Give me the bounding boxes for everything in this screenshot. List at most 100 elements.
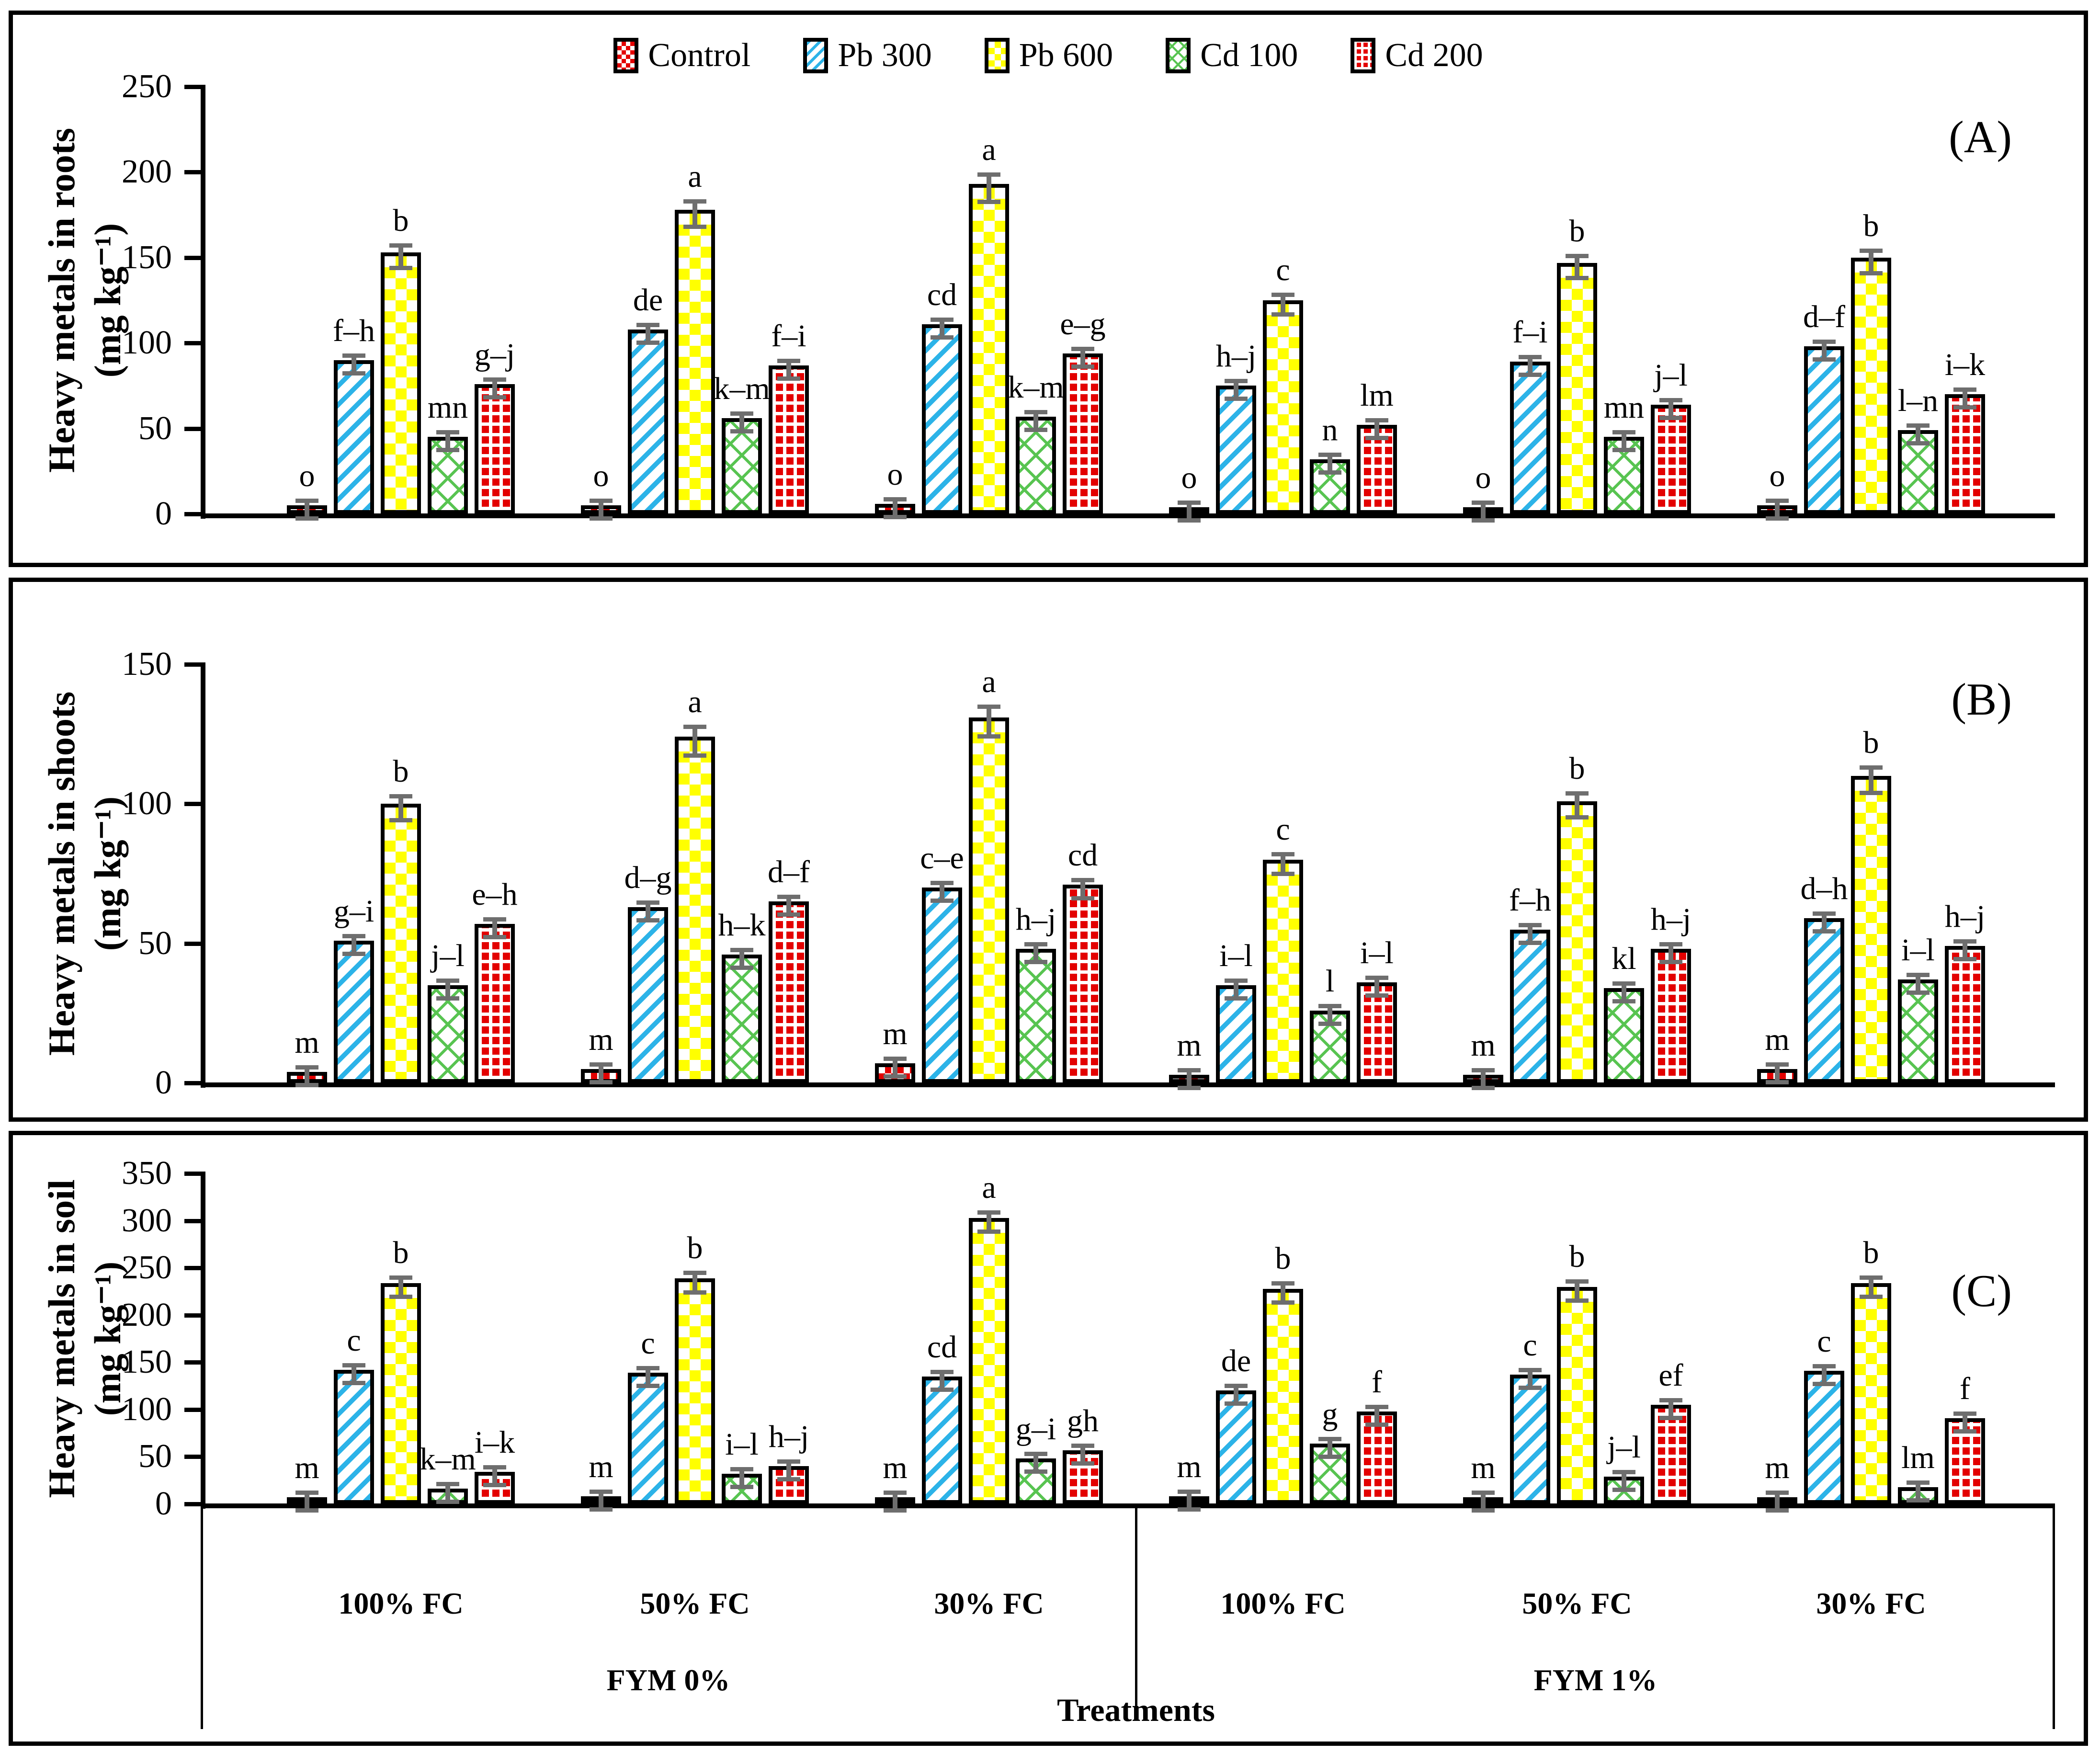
- significance-letter: a: [688, 159, 702, 194]
- legend-item-control: Control: [613, 36, 750, 75]
- panel-shoots: (B) Heavy metals in shoots (mg kg⁻¹) 0 50…: [9, 578, 2088, 1122]
- error-bar: [342, 1363, 365, 1386]
- significance-letter: a: [688, 684, 702, 720]
- significance-letter: kl: [1612, 941, 1636, 976]
- pb300-swatch-icon: [803, 38, 829, 73]
- bar-cd-100: [722, 418, 762, 514]
- bar-pb-300: [1804, 1371, 1844, 1504]
- error-bar: [884, 497, 907, 519]
- y-axis-tick-label: 0: [155, 1064, 172, 1101]
- significance-letter: h–j: [1015, 902, 1056, 937]
- error-bar: [1024, 942, 1047, 965]
- error-bar: [1953, 1411, 1976, 1434]
- significance-letter: o: [1475, 460, 1491, 495]
- panel-letter-a: (A): [1949, 112, 2012, 162]
- error-bar: [1178, 1068, 1201, 1090]
- y-axis-tick: [184, 255, 201, 260]
- error-bar: [1178, 501, 1201, 523]
- bar-pb-600: [1557, 1286, 1597, 1504]
- y-axis-tick: [184, 941, 201, 946]
- significance-letter: m: [1177, 1027, 1202, 1063]
- plot-soil: 0 50 100 150 200 250 300 350 m c b k–m i–k m c b i–l h–j m…: [13, 1135, 2084, 1742]
- fc-group-label: 30% FC: [934, 1586, 1044, 1620]
- control-swatch-icon: [613, 38, 639, 73]
- significance-letter: f–i: [771, 318, 806, 353]
- cd100-swatch-icon: [1166, 38, 1191, 73]
- error-bar: [295, 499, 318, 521]
- panel-roots: Control Pb 300 Pb 600 Cd 100 Cd 200 (A) Heav…: [9, 11, 2088, 567]
- legend-item-cd-200: Cd 200: [1351, 36, 1483, 75]
- y-axis-tick: [184, 1407, 201, 1412]
- error-bar: [1813, 340, 1836, 362]
- bar-pb-600: [1263, 1288, 1303, 1504]
- error-bar: [1860, 1275, 1883, 1299]
- error-bar: [1071, 346, 1094, 369]
- error-bar: [777, 358, 800, 381]
- error-bar: [436, 430, 459, 453]
- significance-letter: b: [1569, 751, 1585, 786]
- error-bar: [1225, 1384, 1248, 1406]
- error-bar: [1907, 423, 1930, 446]
- y-axis-tick-label: 0: [155, 495, 172, 532]
- error-bar: [1271, 293, 1294, 317]
- significance-letter: a: [982, 1170, 996, 1205]
- error-bar: [683, 199, 706, 229]
- error-bar: [777, 1459, 800, 1482]
- error-bar: [436, 979, 459, 1001]
- error-bar: [436, 1482, 459, 1504]
- bar-cd-200: [1651, 404, 1691, 514]
- error-bar: [295, 1065, 318, 1087]
- bar-pb-600: [1263, 300, 1303, 514]
- error-bar: [1907, 1480, 1930, 1503]
- error-bar: [1907, 973, 1930, 995]
- significance-letter: f: [1960, 1371, 1970, 1406]
- bar-pb-300: [1216, 386, 1256, 514]
- error-bar: [1318, 1003, 1341, 1026]
- bar-pb-300: [334, 360, 374, 514]
- significance-letter: c: [1817, 1324, 1831, 1359]
- bar-cd-200: [475, 384, 515, 514]
- bar-pb-300: [628, 329, 668, 514]
- bar-cd-100: [428, 437, 468, 514]
- significance-letter: a: [982, 664, 996, 699]
- error-bar: [1519, 355, 1542, 377]
- error-bar: [590, 499, 613, 521]
- bar-cd-100: [428, 985, 468, 1083]
- y-axis-line: [201, 662, 205, 1088]
- significance-letter: k–m: [714, 371, 770, 407]
- error-bar: [1318, 452, 1341, 475]
- significance-letter: i–k: [474, 1424, 515, 1460]
- fc-group-label: 100% FC: [338, 1586, 464, 1620]
- axis-extension-right: [2053, 1504, 2055, 1729]
- error-bar: [1365, 1404, 1388, 1427]
- bar-pb-600: [675, 209, 715, 514]
- y-axis-tick-label: 200: [122, 1296, 172, 1333]
- error-bar: [1024, 410, 1047, 432]
- error-bar: [1365, 418, 1388, 441]
- significance-letter: lm: [1360, 378, 1394, 413]
- y-axis-tick-label: 250: [122, 1249, 172, 1286]
- significance-letter: f: [1372, 1364, 1382, 1400]
- fym-1-label: FYM 1%: [1533, 1663, 1657, 1697]
- error-bar: [931, 1369, 954, 1392]
- error-bar: [636, 322, 659, 345]
- y-axis-tick-label: 150: [122, 239, 172, 276]
- fc-group-label: 50% FC: [1522, 1586, 1632, 1620]
- y-axis-tick: [184, 341, 201, 346]
- legend: Control Pb 300 Pb 600 Cd 100 Cd 200: [13, 36, 2084, 75]
- bar-cd-200: [769, 365, 809, 514]
- y-axis-tick-label: 0: [155, 1485, 172, 1522]
- error-bar: [1612, 1469, 1635, 1492]
- y-axis-tick: [184, 426, 201, 431]
- bar-pb-300: [1216, 1390, 1256, 1504]
- significance-letter: c: [1276, 811, 1290, 847]
- error-bar: [389, 794, 412, 822]
- bar-pb-600: [381, 252, 421, 514]
- bar-pb-600: [1851, 257, 1891, 514]
- y-axis-tick-label: 150: [122, 646, 172, 683]
- significance-letter: m: [883, 1016, 908, 1052]
- bar-pb-300: [1216, 985, 1256, 1083]
- bar-pb-600: [969, 717, 1009, 1083]
- y-axis-tick: [184, 1313, 201, 1318]
- error-bar: [1519, 1367, 1542, 1390]
